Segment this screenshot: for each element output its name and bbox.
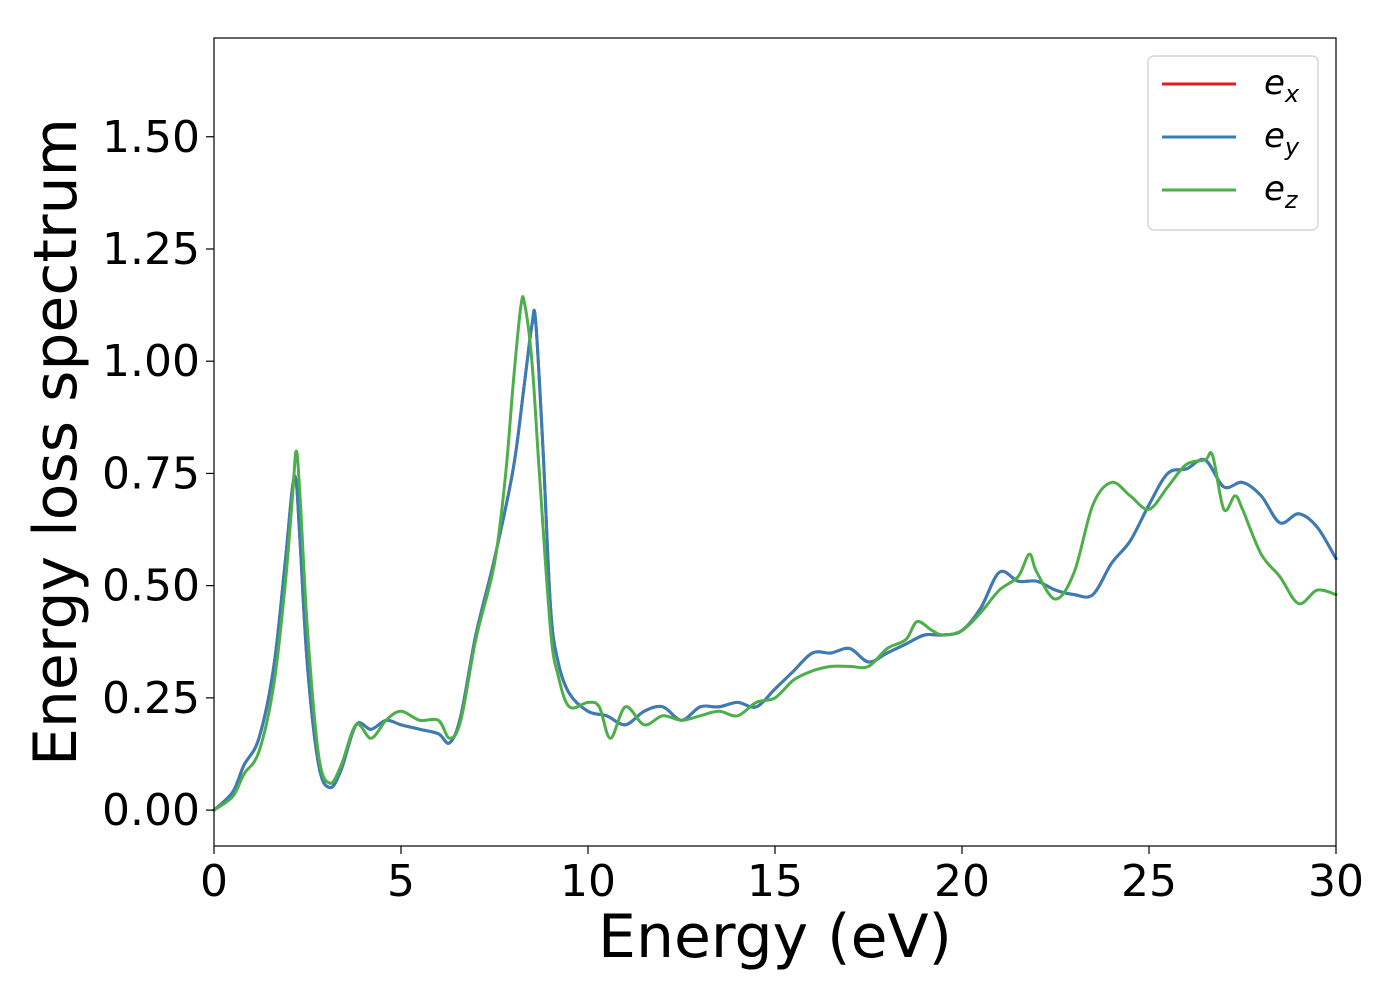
legend-label-e-z: ez (1264, 169, 1299, 214)
y-tick-label: 0.00 (102, 785, 200, 836)
x-axis-title: Energy (eV) (598, 902, 952, 972)
series-line-e-z (212, 295, 1338, 812)
y-tick-label: 1.00 (102, 336, 200, 387)
y-tick-label: 1.25 (102, 224, 200, 275)
legend-label-e-y: ey (1264, 116, 1300, 161)
legend: ex ey ez (1147, 55, 1319, 231)
series-layer (212, 295, 1338, 812)
y-axis: 0.00 0.25 0.50 0.75 1.00 1.25 1.50 (102, 112, 214, 836)
x-tick-label: 5 (387, 856, 415, 907)
x-tick-label: 0 (200, 856, 228, 907)
series-line-e-x (212, 308, 1338, 812)
y-tick-label: 0.50 (102, 561, 200, 612)
x-tick-label: 30 (1308, 856, 1364, 907)
x-tick-label: 20 (934, 856, 990, 907)
x-tick-label: 10 (560, 856, 616, 907)
y-axis-title: Energy loss spectrum (21, 118, 91, 766)
y-tick-label: 1.50 (102, 112, 200, 163)
legend-label-e-x: ex (1264, 63, 1300, 108)
series-line-e-y (212, 308, 1338, 812)
y-tick-label: 0.25 (102, 673, 200, 724)
x-tick-label: 25 (1121, 856, 1177, 907)
x-axis: 0 5 10 15 20 25 30 (200, 846, 1364, 907)
x-tick-label: 15 (747, 856, 803, 907)
y-tick-label: 0.75 (102, 448, 200, 499)
legend-box (1147, 55, 1319, 231)
